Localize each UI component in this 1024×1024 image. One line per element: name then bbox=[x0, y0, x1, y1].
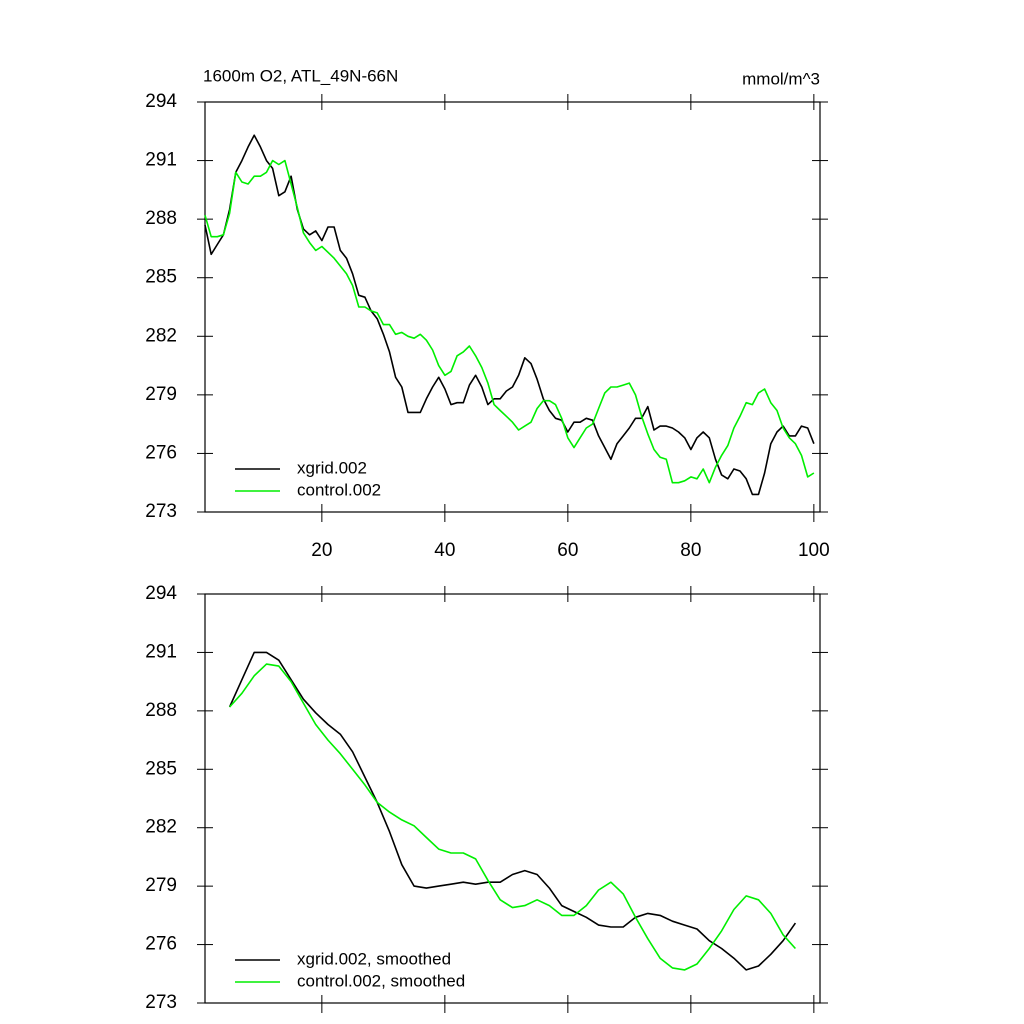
legend-label: xgrid.002 bbox=[297, 458, 367, 477]
series-line bbox=[204, 134, 815, 496]
x-tick-label: 60 bbox=[557, 540, 578, 561]
legend-label: xgrid.002, smoothed bbox=[297, 949, 451, 968]
y-tick-label: 294 bbox=[145, 91, 177, 112]
plot-frame bbox=[204, 593, 821, 1004]
units-label: mmol/m^3 bbox=[742, 69, 820, 88]
series-line bbox=[204, 159, 815, 484]
y-tick-label: 273 bbox=[145, 501, 177, 522]
y-tick-label: 282 bbox=[145, 325, 177, 346]
y-tick-label: 276 bbox=[145, 934, 177, 955]
series-line bbox=[229, 663, 796, 971]
y-tick-label: 285 bbox=[145, 758, 177, 779]
x-tick-label: 100 bbox=[798, 540, 830, 561]
legend-label: control.002, smoothed bbox=[297, 971, 465, 990]
y-tick-label: 285 bbox=[145, 267, 177, 288]
y-tick-label: 291 bbox=[145, 150, 177, 171]
x-tick-label: 80 bbox=[680, 540, 701, 561]
y-tick-label: 273 bbox=[145, 992, 177, 1013]
series-line bbox=[228, 651, 797, 971]
y-tick-label: 288 bbox=[145, 700, 177, 721]
plot-frame bbox=[204, 101, 821, 513]
y-tick-label: 279 bbox=[145, 384, 177, 405]
y-tick-label: 288 bbox=[145, 208, 177, 229]
legend-label: control.002 bbox=[297, 480, 381, 499]
chart-title: 1600m O2, ATL_49N-66N bbox=[203, 66, 398, 85]
y-tick-label: 276 bbox=[145, 442, 177, 463]
y-tick-label: 279 bbox=[145, 875, 177, 896]
y-tick-label: 291 bbox=[145, 641, 177, 662]
x-tick-label: 20 bbox=[311, 540, 332, 561]
y-tick-label: 294 bbox=[145, 583, 177, 604]
y-tick-label: 282 bbox=[145, 817, 177, 838]
x-tick-label: 40 bbox=[434, 540, 455, 561]
